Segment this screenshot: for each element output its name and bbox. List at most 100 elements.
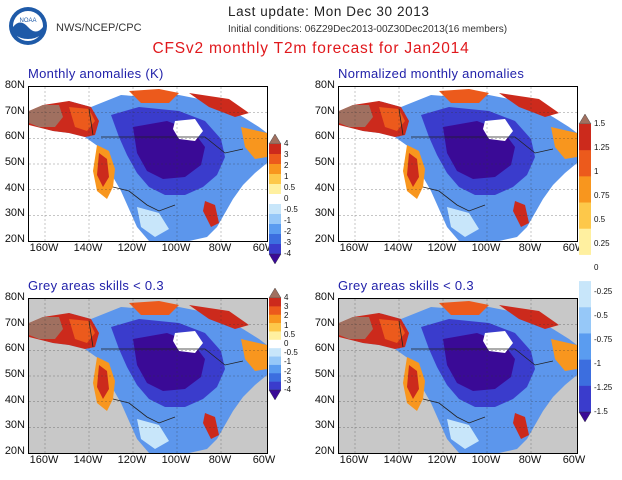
lat-tick-label: 70N — [4, 316, 25, 329]
lat-tick-label: 70N — [314, 316, 335, 329]
colorbar-tick-label: -4 — [284, 249, 292, 258]
colorbar-swatch — [269, 204, 281, 215]
lon-tick-label: 160W — [339, 454, 369, 466]
svg-text:NOAA: NOAA — [19, 18, 36, 24]
colorbar-tick-label: 3 — [284, 150, 289, 159]
map-skill-normalized — [338, 298, 578, 454]
lon-tick-label: 160W — [29, 454, 59, 466]
colorbar-tick-label: -2 — [284, 227, 292, 236]
map-anomalies — [28, 86, 268, 242]
colorbar-swatch — [579, 124, 591, 151]
lat-tick-label: 40N — [314, 393, 335, 406]
lat-tick-label: 60N — [4, 342, 25, 355]
lon-tick-label: 60W — [252, 454, 276, 466]
lat-tick-label: 70N — [314, 104, 335, 117]
colorbar-tick-label: -1 — [284, 216, 292, 225]
noaa-logo: NOAA — [9, 7, 47, 45]
lon-tick-label: 140W — [383, 242, 413, 254]
colorbar-tick-label: 0.5 — [284, 329, 296, 339]
lon-tick-label: 120W — [117, 242, 147, 254]
colorbar-swatch — [579, 385, 591, 413]
colorbar-tick-label: -2 — [284, 366, 292, 376]
colorbar-tick-label: 0 — [284, 194, 289, 203]
colorbar-tick-label: 1.25 — [594, 143, 610, 152]
colorbar-tick-label: 2 — [284, 161, 289, 170]
colorbar-swatch — [269, 348, 281, 357]
lat-tick-label: 40N — [4, 393, 25, 406]
colorbar-swatch — [579, 359, 591, 387]
colorbar-tick-label: 1 — [594, 167, 599, 176]
colorbar-tick-label: 4 — [284, 293, 289, 302]
lat-tick-label: 80N — [314, 79, 335, 91]
lat-tick-label: 30N — [4, 419, 25, 432]
lon-tick-label: 60W — [562, 454, 586, 466]
lat-tick-label: 30N — [4, 207, 25, 220]
lon-tick-label: 100W — [471, 242, 501, 254]
lat-tick-label: 80N — [4, 79, 25, 91]
colorbar-tick-label: 1 — [284, 172, 289, 181]
lat-tick-label: 20N — [314, 445, 335, 457]
lat-tick-label: 50N — [4, 156, 25, 168]
colorbar-tick-label: 1.5 — [594, 119, 606, 128]
colorbar-extend-bottom — [268, 253, 282, 264]
lat-tick-label: 60N — [4, 130, 25, 143]
colorbar-tick-label: -3 — [284, 238, 292, 247]
colorbar-swatch — [579, 333, 591, 360]
lat-tick-label: 60N — [314, 342, 335, 355]
lon-tick-label: 140W — [73, 242, 103, 254]
colorbar-swatch — [269, 339, 281, 349]
colorbar-swatch — [269, 224, 281, 235]
org-name: NWS/NCEP/CPC — [56, 22, 142, 34]
colorbar-swatch — [269, 144, 281, 155]
lon-tick-label: 140W — [383, 454, 413, 466]
colorbar-tick-label: 3 — [284, 302, 289, 312]
colorbar-swatch — [579, 281, 591, 308]
colorbar-swatch — [269, 154, 281, 165]
initial-conditions: Initial conditions: 06Z29Dec2013-00Z30De… — [228, 24, 508, 35]
colorbar-tick-label: -0.25 — [594, 287, 613, 296]
colorbar-tick-label: -4 — [284, 385, 292, 394]
colorbar-swatch — [269, 364, 281, 374]
colorbar-swatch — [579, 254, 591, 282]
lat-tick-label: 20N — [4, 445, 25, 457]
colorbar-swatch — [579, 202, 591, 230]
lat-tick-label: 50N — [4, 368, 25, 380]
colorbar-tick-label: -3 — [284, 375, 292, 385]
colorbar-extend-bottom — [578, 411, 592, 422]
colorbar-swatch — [269, 184, 281, 195]
lat-tick-label: 50N — [314, 368, 335, 380]
lat-tick-label: 80N — [4, 291, 25, 303]
lon-tick-label: 100W — [161, 242, 191, 254]
lon-tick-label: 100W — [471, 454, 501, 466]
lat-tick-label: 80N — [314, 291, 335, 303]
colorbar-swatch — [579, 228, 591, 256]
colorbar-swatch — [269, 356, 281, 366]
colorbar-normalized — [578, 114, 592, 422]
colorbar-swatch — [269, 373, 281, 382]
colorbar-anomalies — [268, 134, 282, 264]
map-normalized — [338, 86, 578, 242]
lon-tick-label: 100W — [161, 454, 191, 466]
panel-title-skill-normalized: Grey areas skills < 0.3 — [338, 278, 474, 293]
colorbar-tick-label: 0.5 — [284, 183, 296, 192]
colorbar-skill-anomalies — [268, 288, 282, 400]
lon-tick-label: 120W — [117, 454, 147, 466]
panel-title-skill-anomalies: Grey areas skills < 0.3 — [28, 278, 164, 293]
colorbar-tick-label: -1 — [284, 357, 292, 367]
colorbar-swatch — [269, 314, 281, 324]
lon-tick-label: 80W — [208, 454, 232, 466]
colorbar-extend-top — [268, 288, 282, 299]
colorbar-swatch — [269, 331, 281, 341]
colorbar-extend-bottom — [268, 389, 282, 400]
lat-tick-label: 30N — [314, 419, 335, 432]
lon-tick-label: 140W — [73, 454, 103, 466]
last-update: Last update: Mon Dec 30 2013 — [228, 4, 430, 19]
lat-tick-label: 40N — [314, 181, 335, 194]
colorbar-extend-top — [578, 114, 592, 125]
colorbar-tick-label: -1.5 — [594, 407, 608, 416]
colorbar-swatch — [269, 244, 281, 255]
lat-tick-label: 60N — [314, 130, 335, 143]
lon-tick-label: 120W — [427, 454, 457, 466]
lon-tick-label: 80W — [208, 242, 232, 254]
colorbar-tick-label: 0.75 — [594, 191, 610, 200]
